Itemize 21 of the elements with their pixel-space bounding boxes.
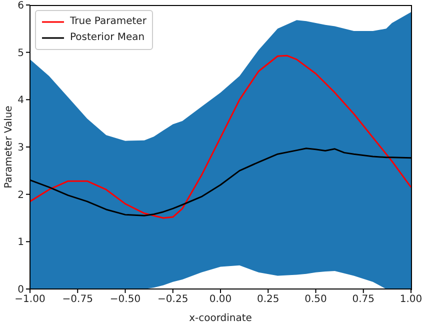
x-tick-label: −0.75 [62, 294, 93, 306]
line-series [30, 54, 411, 219]
x-tick-label: −1.00 [14, 294, 46, 306]
y-tick-label: 4 [18, 95, 24, 106]
x-tick-label: 1.00 [400, 294, 422, 306]
y-tick-label: 1 [18, 237, 24, 248]
y-tick-label: 5 [18, 48, 24, 59]
y-tick-label: 0 [18, 284, 24, 296]
y-axis-title: Parameter Value [4, 106, 15, 188]
y-tick-label: 2 [18, 190, 24, 201]
x-tick-label: −0.50 [110, 294, 141, 306]
legend-label: True Parameter [70, 15, 146, 29]
legend-label: Posterior Mean [70, 31, 145, 45]
y-tick-label: 6 [18, 0, 24, 12]
x-tick-label: −0.25 [158, 294, 188, 306]
x-tick-label: 0.75 [352, 294, 375, 306]
y-tick-label: 3 [18, 142, 24, 154]
x-tick-label: 0.00 [209, 294, 232, 306]
x-tick-label: 0.25 [256, 294, 280, 306]
x-tick-label: 0.50 [304, 294, 327, 306]
x-axis-title: x-coordinate [189, 313, 252, 322]
